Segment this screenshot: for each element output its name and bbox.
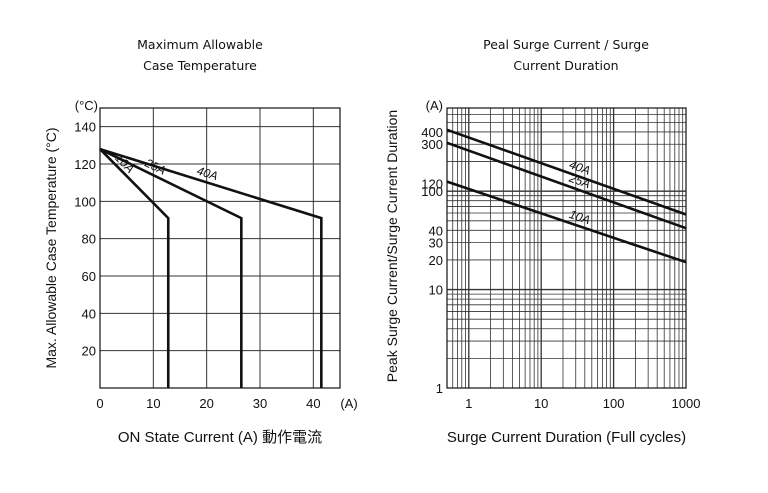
y-tick-label: 40: [429, 223, 443, 238]
plot-frame: [99, 107, 341, 389]
x-tick-label: 30: [253, 396, 267, 411]
series-line: [446, 180, 687, 264]
y-tick-label: 300: [421, 137, 443, 152]
y-tick-label: 80: [82, 232, 96, 247]
right-title-line2: Current Duration: [513, 58, 619, 73]
y-tick-label: 100: [74, 194, 96, 209]
left-title-line2: Case Temperature: [143, 58, 257, 73]
y-tick-label: 1: [436, 381, 443, 396]
right-chart: 1 10 100 1000110203040100120300400(A)Surge …: [384, 98, 700, 446]
x-unit-label: (A): [340, 396, 357, 411]
plot-frame: [446, 107, 687, 389]
series-line: [446, 128, 687, 216]
y-tick-label: 30: [429, 236, 443, 251]
y-tick-label: 120: [421, 176, 443, 191]
y-axis-label: Max. Allowable Case Temperature (°C): [43, 127, 59, 368]
y-tick-label: 400: [421, 125, 443, 140]
y-tick-label: 120: [74, 157, 96, 172]
series-label: 10A: [567, 207, 592, 227]
y-axis-label: Peak Surge Current/Surge Current Duratio…: [384, 110, 400, 382]
right-title-line1: Peal Surge Current / Surge: [483, 37, 649, 52]
y-tick-label: 140: [74, 120, 96, 135]
x-tick-label: 10: [534, 396, 548, 411]
x-tick-label: 10: [146, 396, 160, 411]
y-tick-label: 40: [82, 306, 96, 321]
y-tick-label: 20: [82, 344, 96, 359]
x-axis-label: ON State Current (A) 動作電流: [118, 429, 322, 446]
x-tick-label: 0: [96, 396, 103, 411]
y-tick-label: 20: [429, 253, 443, 268]
left-title-line1: Maximum Allowable: [137, 37, 263, 52]
series-label: 40A: [195, 164, 220, 184]
x-axis-label: Surge Current Duration (Full cycles): [447, 429, 686, 446]
x-tick-label: 100: [603, 396, 625, 411]
series-line: [446, 141, 687, 230]
x-tick-label: 1: [465, 396, 472, 411]
x-tick-label: 40: [306, 396, 320, 411]
left-chart-title: Maximum Allowable Case Temperature: [100, 34, 300, 76]
series-line: [99, 147, 243, 388]
x-tick-label: 20: [199, 396, 213, 411]
series-label: 40A: [567, 157, 592, 177]
right-chart-title: Peal Surge Current / Surge Current Durat…: [456, 34, 676, 76]
y-tick-label: 10: [429, 283, 443, 298]
series-line: [99, 147, 323, 388]
y-unit-label: (°C): [75, 98, 98, 113]
y-unit-label: (A): [426, 98, 443, 113]
series-line: [99, 148, 170, 388]
x-tick-label: 1000: [672, 396, 701, 411]
y-tick-label: 100: [421, 184, 443, 199]
series-label: 25A: [142, 155, 168, 177]
y-tick-label: 60: [82, 269, 96, 284]
left-chart: 0 10 20 30 40 20 40 60 80 100 120 140 (°C) (A) ON Stat…: [43, 98, 358, 446]
